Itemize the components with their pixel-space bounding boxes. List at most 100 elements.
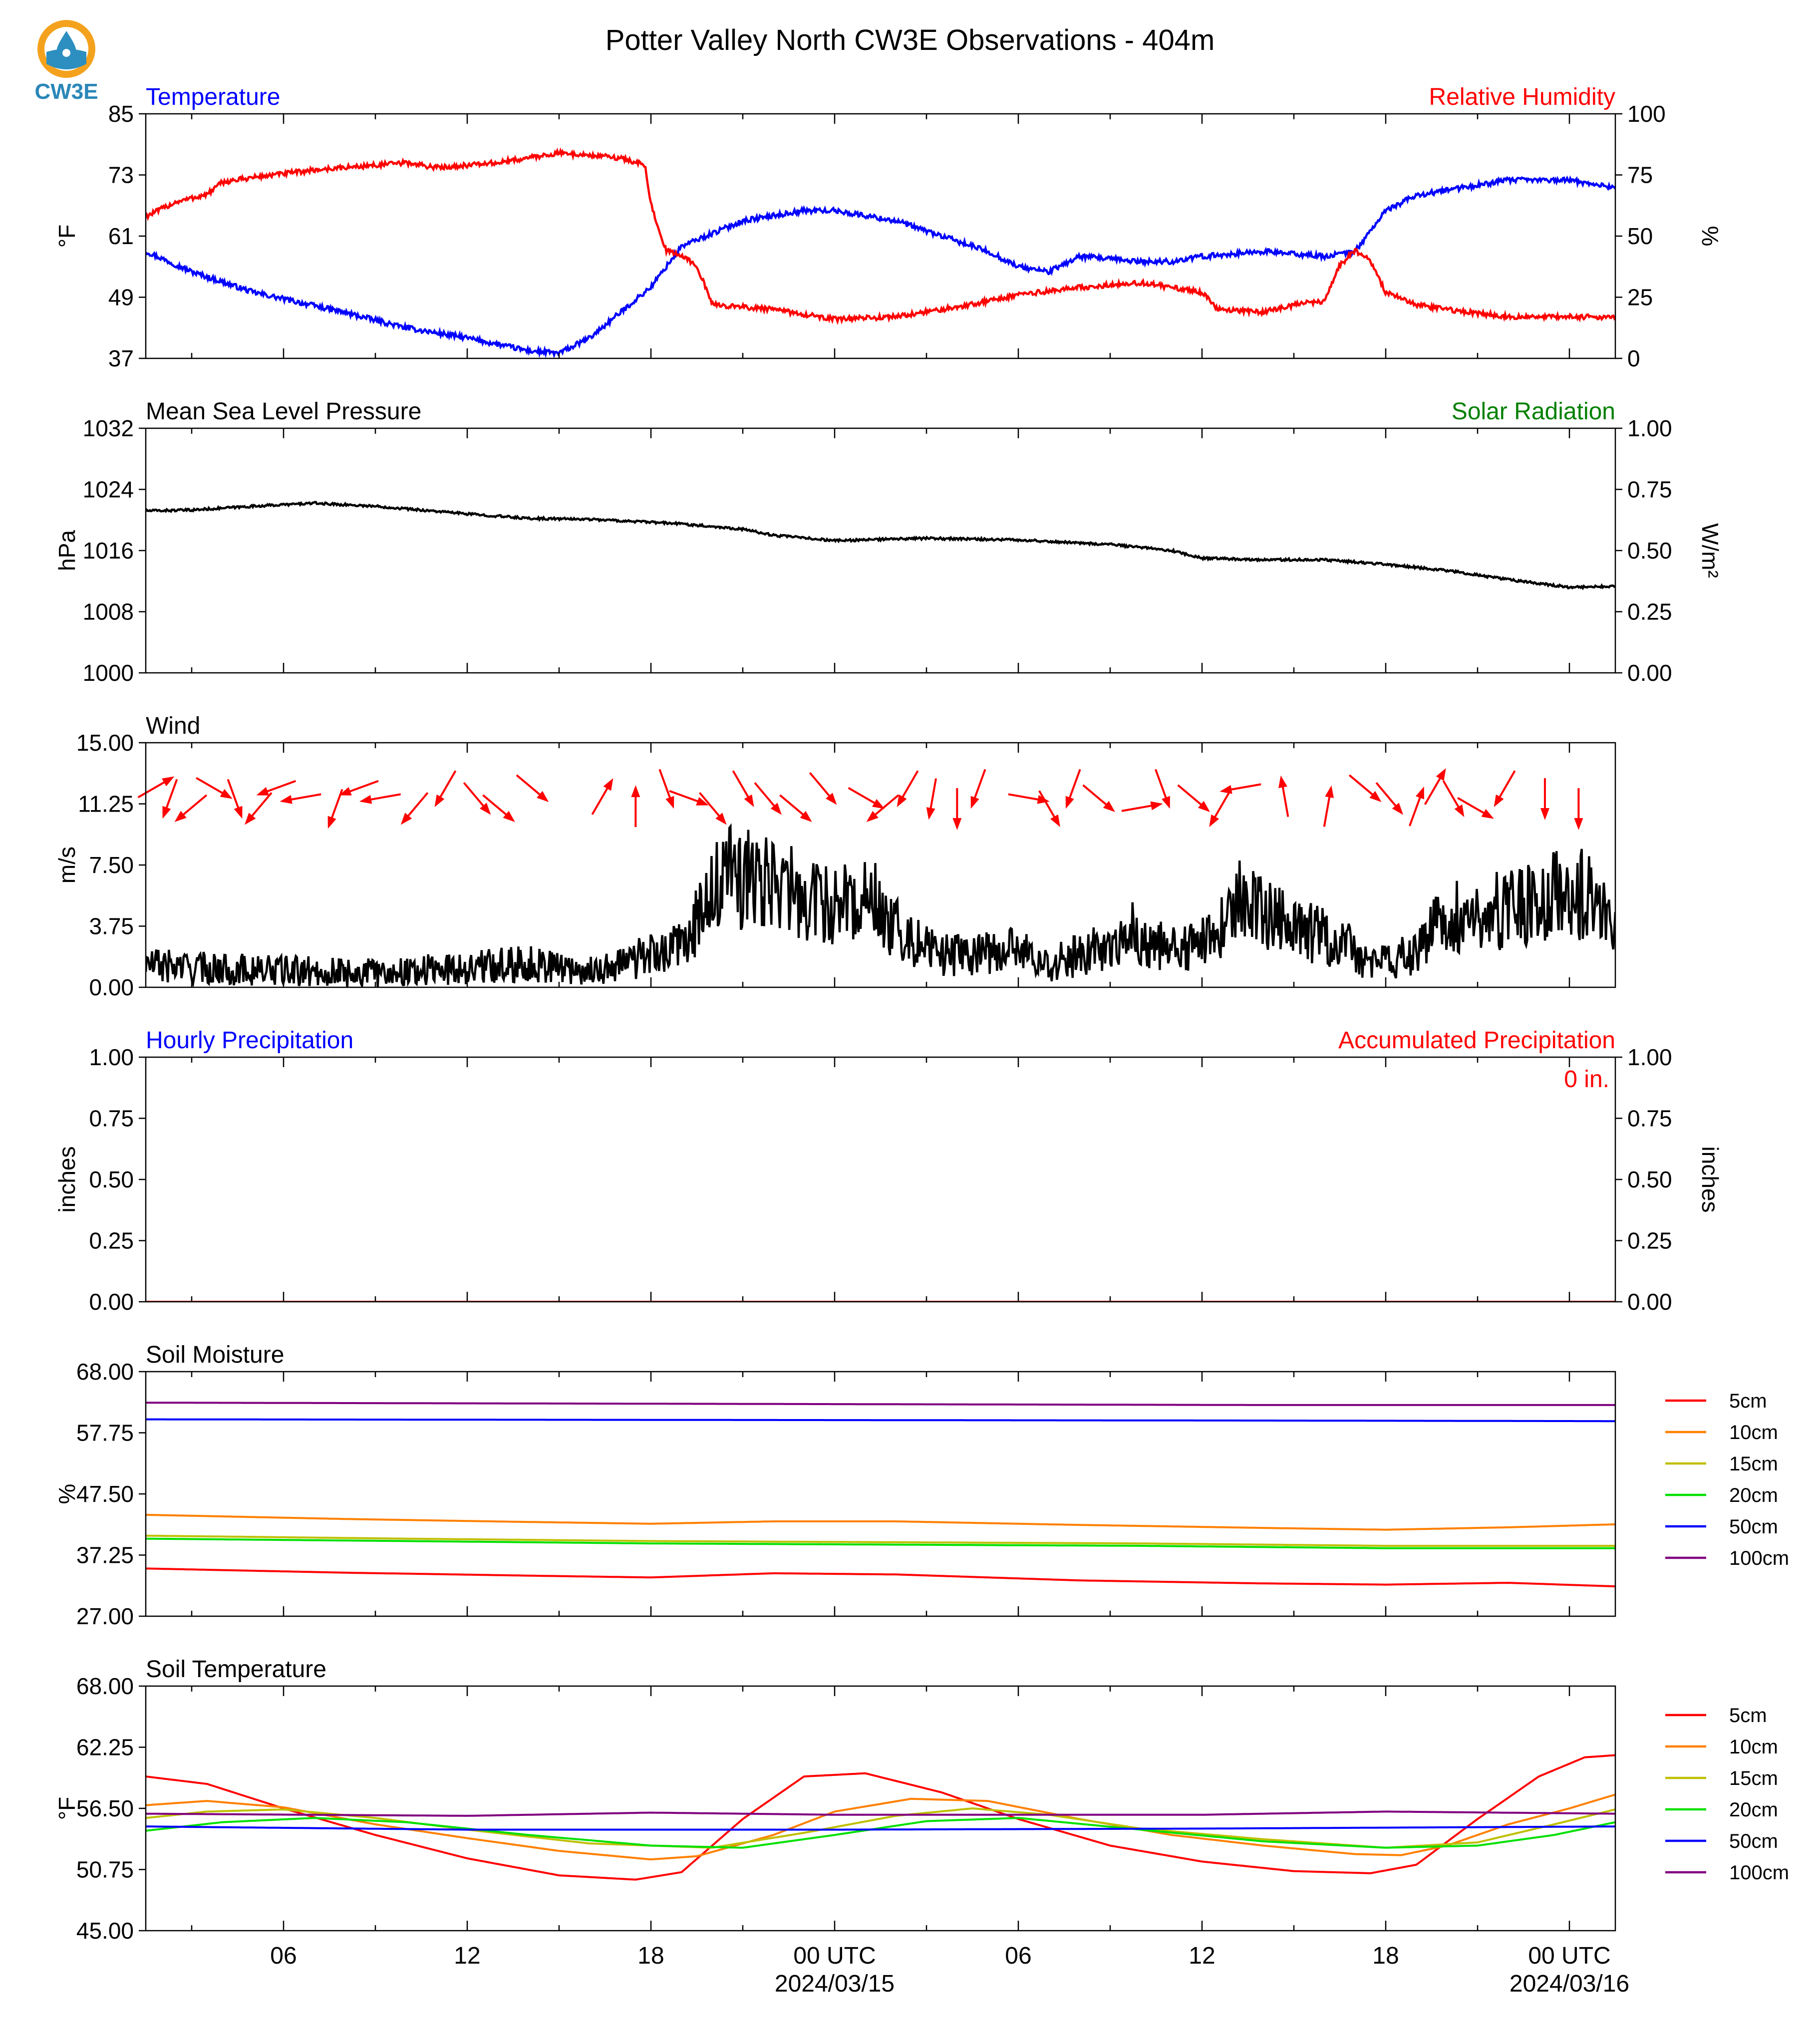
wind-arrow <box>434 770 457 807</box>
wind-arrow-head <box>665 796 674 809</box>
series-line-10cm <box>146 1793 1615 1861</box>
wind-arrow-head <box>1161 796 1170 809</box>
y-axis-label: m/s <box>54 847 80 883</box>
y-right-tick-label: 0.25 <box>1627 1228 1672 1254</box>
y-tick-label: 0.00 <box>89 974 134 1000</box>
wind-arrow-head <box>696 797 709 806</box>
y-tick-label: 50.75 <box>76 1857 134 1883</box>
wind-arrow <box>591 778 613 815</box>
wind-arrow <box>669 790 709 806</box>
y-right-tick-label: 0.25 <box>1627 599 1672 625</box>
wind-arrow <box>1155 769 1170 809</box>
series-line-mean-sea-level-pressure <box>146 501 1615 590</box>
wind-arrow <box>699 792 727 825</box>
wind-arrow-head <box>480 803 491 815</box>
x-tick-label: 12 <box>454 1943 480 1969</box>
wind-arrow-head <box>1540 808 1549 820</box>
legend-label: 20cm <box>1729 1484 1778 1506</box>
wind-arrow-head <box>872 799 885 809</box>
legend-label: 15cm <box>1729 1767 1778 1789</box>
wind-arrow <box>970 769 986 809</box>
legend-label: 5cm <box>1729 1705 1767 1727</box>
wind-arrow <box>1574 788 1583 830</box>
y-tick-label: 57.75 <box>76 1420 134 1446</box>
wind-arrow <box>227 779 243 819</box>
y-tick-label: 56.50 <box>76 1795 134 1821</box>
wind-arrow <box>1209 790 1231 827</box>
legend-label: 100cm <box>1729 1862 1789 1884</box>
series-group <box>146 501 1615 590</box>
y-right-tick-label: 100 <box>1627 101 1666 127</box>
wind-arrow-head <box>866 811 879 822</box>
wind-arrow-head <box>970 796 979 809</box>
legend-label: 10cm <box>1729 1422 1778 1444</box>
panel-precip: 0.00 0.25 0.50 0.75 1.00 0.00 0.25 0.50 0.75 1.00… <box>54 1027 1723 1315</box>
y-right-tick-label: 0.50 <box>1627 538 1672 564</box>
y-right-tick-label: 0.75 <box>1627 1106 1672 1132</box>
wind-arrow <box>926 778 937 820</box>
cw3e-logo: CW3E <box>34 20 98 104</box>
plot-frame <box>145 113 1616 359</box>
y-axis-label-right: W/m² <box>1697 523 1723 578</box>
wind-arrow <box>1323 785 1334 827</box>
series-line-50cm <box>146 1825 1615 1831</box>
series-line-wind <box>146 823 1615 987</box>
wind-arrow-head <box>339 787 352 796</box>
y-tick-label: 68.00 <box>76 1359 134 1385</box>
wind-arrow-head <box>1369 791 1382 802</box>
y-tick-label: 1.00 <box>89 1044 134 1070</box>
wind-arrow-head <box>1494 794 1504 807</box>
y-tick-label: 47.50 <box>76 1481 134 1507</box>
wind-arrow <box>1038 790 1060 827</box>
wind-arrow <box>732 770 754 807</box>
wind-arrow <box>137 776 175 799</box>
wind-arrow <box>952 788 962 830</box>
panel-title-left: Mean Sea Level Pressure <box>146 398 421 425</box>
y-tick-label: 0.25 <box>89 1228 134 1254</box>
wind-arrow <box>162 779 178 819</box>
wind-arrow-head <box>1219 785 1232 794</box>
wind-arrow-head <box>1416 786 1424 800</box>
panel-title-left: Soil Temperature <box>146 1656 326 1683</box>
wind-arrow <box>1121 801 1163 812</box>
y-tick-label: 73 <box>108 162 134 188</box>
series-line-relative-humidity <box>146 147 1615 325</box>
y-right-tick-label: 25 <box>1627 285 1653 310</box>
series-line-20cm <box>146 1537 1615 1549</box>
y-tick-label: 0.75 <box>89 1106 134 1132</box>
wind-arrow-head <box>280 795 293 804</box>
wind-arrow-head <box>1454 804 1465 817</box>
wind-arrow <box>1348 774 1382 802</box>
y-tick-label: 7.50 <box>89 852 134 878</box>
x-tick-label: 18 <box>1372 1943 1399 1969</box>
y-tick-label: 62.25 <box>76 1735 134 1760</box>
accumulated-total: 0 in. <box>1564 1066 1609 1093</box>
wind-arrow-head <box>1103 801 1115 812</box>
y-axis-label: hPa <box>54 530 80 571</box>
y-tick-label: 1000 <box>83 660 134 686</box>
wind-arrow <box>256 780 297 796</box>
wind-arrow <box>196 777 233 799</box>
wind-arrow <box>327 789 343 829</box>
panel-title-left: Hourly Precipitation <box>146 1027 353 1054</box>
x-tick-label: 00 UTC <box>793 1943 876 1969</box>
legend-label: 5cm <box>1729 1390 1767 1412</box>
wind-arrow <box>754 782 782 815</box>
wind-arrow-head <box>327 816 336 829</box>
wind-arrow-head <box>631 785 640 797</box>
wind-arrow-head <box>1150 801 1163 811</box>
wind-arrow-head <box>952 818 962 830</box>
y-tick-label: 3.75 <box>89 913 134 939</box>
wind-arrow-head <box>256 787 270 796</box>
panel-soil-moisture: 27.00 37.25 47.50 57.75 68.00 Soil Moisture% 5… <box>54 1342 1789 1629</box>
wind-arrow <box>631 785 640 827</box>
y-right-tick-label: 0.75 <box>1627 477 1672 503</box>
x-tick-label: 12 <box>1189 1943 1215 1969</box>
wind-arrow-head <box>1574 818 1583 830</box>
wind-arrow-head <box>926 807 935 820</box>
y-tick-label: 68.00 <box>76 1673 134 1699</box>
plot-frame <box>145 1056 1616 1303</box>
y-tick-label: 1032 <box>83 415 134 441</box>
wind-arrow <box>1457 797 1494 819</box>
legend-label: 15cm <box>1729 1453 1778 1475</box>
